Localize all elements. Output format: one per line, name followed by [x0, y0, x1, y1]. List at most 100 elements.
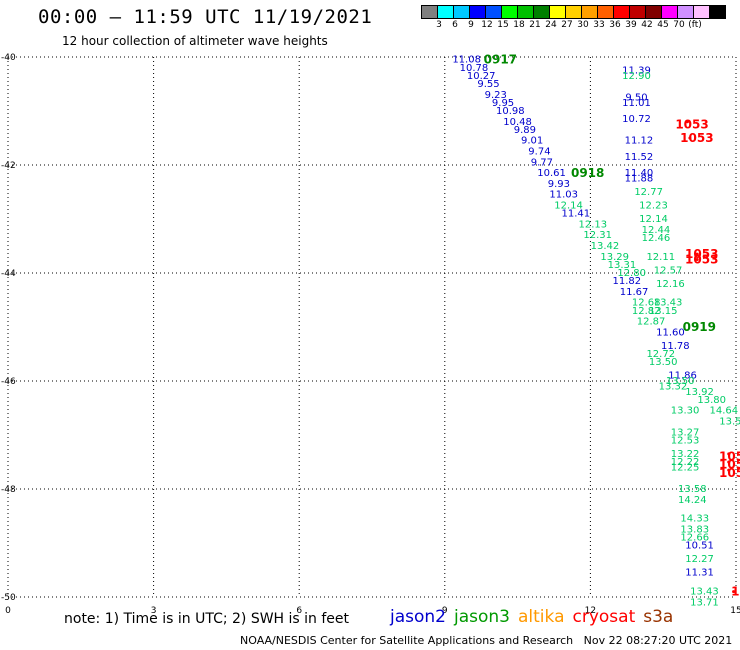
- jason3-data-label: 12.53: [671, 435, 700, 446]
- jason3-data-label: 12.22: [671, 457, 700, 468]
- jason3-data-label: 13.71: [690, 597, 719, 608]
- jason3-data-label: 12.57: [654, 265, 683, 276]
- jason3-data-label: 12.82: [632, 306, 661, 317]
- chart-title: 00:00 – 11:59 UTC 11/19/2021: [38, 6, 373, 28]
- cryosat-point: [688, 136, 692, 140]
- jason3-data-label: 12.46: [642, 233, 671, 244]
- jason3-data-label: 12.66: [680, 533, 709, 544]
- jason3-data-label: 13.43: [654, 298, 683, 309]
- jason3-data-label: 13.43: [690, 587, 719, 598]
- jason3-data-label: 12.80: [617, 268, 646, 279]
- jason3-data-label: 13.29: [600, 252, 629, 263]
- jason2-data-label: 11.41: [562, 209, 591, 220]
- legend-altika: altika: [518, 607, 565, 627]
- jason2-data-label: 11.78: [661, 341, 690, 352]
- y-tick-label: -50: [1, 593, 16, 603]
- jason3-data-label: 13.58: [678, 484, 707, 495]
- credit-text: NOAA/NESDIS Center for Satellite Applica…: [240, 634, 574, 647]
- jason2-data-label: 9.93: [548, 179, 570, 190]
- cryosat-point: [695, 252, 699, 256]
- jason3-data-label: 14.24: [678, 495, 707, 506]
- jason2-data-label: 11.31: [685, 568, 714, 579]
- jason2-data-label: 9.50: [625, 93, 647, 104]
- y-tick-label: -46: [1, 377, 16, 387]
- jason3-data-label: 13.92: [685, 387, 714, 398]
- jason3-data-label: 13.27: [671, 427, 700, 438]
- jason3-data-label: 13.50: [666, 376, 695, 387]
- cryosat-point: [727, 460, 731, 464]
- jason2-data-label: 11.67: [620, 287, 649, 298]
- jason3-data-label: 13.42: [591, 241, 620, 252]
- legend-s3a: s3a: [643, 607, 674, 627]
- color-scale-label: 9: [468, 20, 474, 30]
- time-annotation: 1053: [675, 118, 708, 132]
- color-scale-label: 30: [577, 20, 589, 30]
- jason2-data-label: 11.03: [549, 190, 578, 201]
- jason3-data-label: 12.13: [579, 219, 608, 230]
- color-scale-label: 39: [625, 20, 637, 30]
- color-scale-label: 36: [609, 20, 621, 30]
- jason3-data-label: 12.77: [634, 187, 663, 198]
- y-tick-label: -44: [1, 269, 16, 279]
- legend-jason3: jason3: [454, 607, 510, 627]
- satellite-legend: jason2 jason3 altika cryosat s3a: [390, 607, 681, 627]
- x-tick-label: 0: [5, 606, 11, 616]
- jason2-data-label: 10.27: [467, 71, 496, 82]
- jason3-data-label: 12.16: [656, 279, 685, 290]
- legend-jason2: jason2: [390, 607, 446, 627]
- jason3-data-label: 12.25: [671, 462, 700, 473]
- jason3-data-label: 12.31: [583, 230, 612, 241]
- jason3-data-label: 14.33: [680, 514, 709, 525]
- jason2-data-label: 9.55: [477, 79, 499, 90]
- x-tick-label: 15: [730, 606, 740, 616]
- jason2-data-label: 11.01: [622, 98, 651, 109]
- jason3-data-label: 13.56: [719, 417, 740, 428]
- time-annotation: 1053: [685, 247, 718, 261]
- color-scale-label: 18: [513, 20, 525, 30]
- x-tick-label: 12: [585, 606, 596, 616]
- cryosat-point: [727, 452, 731, 456]
- jason3-data-label: 13.22: [671, 449, 700, 460]
- color-scale-label: 24: [545, 20, 557, 30]
- jason3-data-label: 13.83: [680, 525, 709, 536]
- jason2-data-label: 9.77: [531, 157, 553, 168]
- color-scale-label: 45: [657, 20, 669, 30]
- jason2-data-label: 10.72: [622, 114, 651, 125]
- jason2-data-label: 10.48: [503, 117, 532, 128]
- time-annotation: 1053: [685, 253, 718, 267]
- legend-cryosat: cryosat: [572, 607, 636, 627]
- jason2-data-label: 10.78: [460, 63, 489, 74]
- jason3-data-label: 12.14: [639, 214, 668, 225]
- time-annotation: 10: [731, 585, 740, 599]
- jason2-data-label: 11.60: [656, 327, 685, 338]
- x-tick-label: 6: [296, 606, 302, 616]
- time-annotation: 1053: [719, 466, 740, 480]
- footer-credit: NOAA/NESDIS Center for Satellite Applica…: [240, 634, 732, 647]
- jason2-data-label: 11.40: [625, 168, 654, 179]
- jason2-data-label: 11.86: [668, 371, 697, 382]
- jason3-data-label: 12.23: [639, 201, 668, 212]
- jason3-data-label: 12.27: [685, 554, 714, 565]
- jason3-data-label: 12.44: [642, 225, 671, 236]
- color-scale-label: 42: [641, 20, 653, 30]
- jason2-data-label: 11.82: [612, 276, 641, 287]
- color-scale-label: 15: [497, 20, 509, 30]
- y-tick-label: -48: [1, 485, 16, 495]
- jason2-data-label: 9.23: [485, 90, 507, 101]
- jason2-data-label: 11.12: [625, 136, 654, 147]
- jason3-data-label: 14.64: [710, 406, 739, 417]
- footer-note: note: 1) Time is in UTC; 2) SWH is in fe…: [64, 611, 350, 627]
- time-annotation: 1053: [719, 450, 740, 464]
- color-scale-label: 6: [452, 20, 458, 30]
- cryosat-point: [695, 258, 699, 261]
- cryosat-point: [685, 120, 689, 124]
- jason3-data-label: 12.14: [554, 201, 583, 212]
- x-tick-label: 3: [151, 606, 157, 616]
- color-swatch: [709, 5, 726, 19]
- cryosat-point: [727, 468, 731, 472]
- jason3-data-label: 12.68: [632, 298, 661, 309]
- y-tick-label: -40: [1, 53, 16, 63]
- y-tick-label: -42: [1, 161, 16, 171]
- jason2-data-label: 11.08: [452, 55, 481, 66]
